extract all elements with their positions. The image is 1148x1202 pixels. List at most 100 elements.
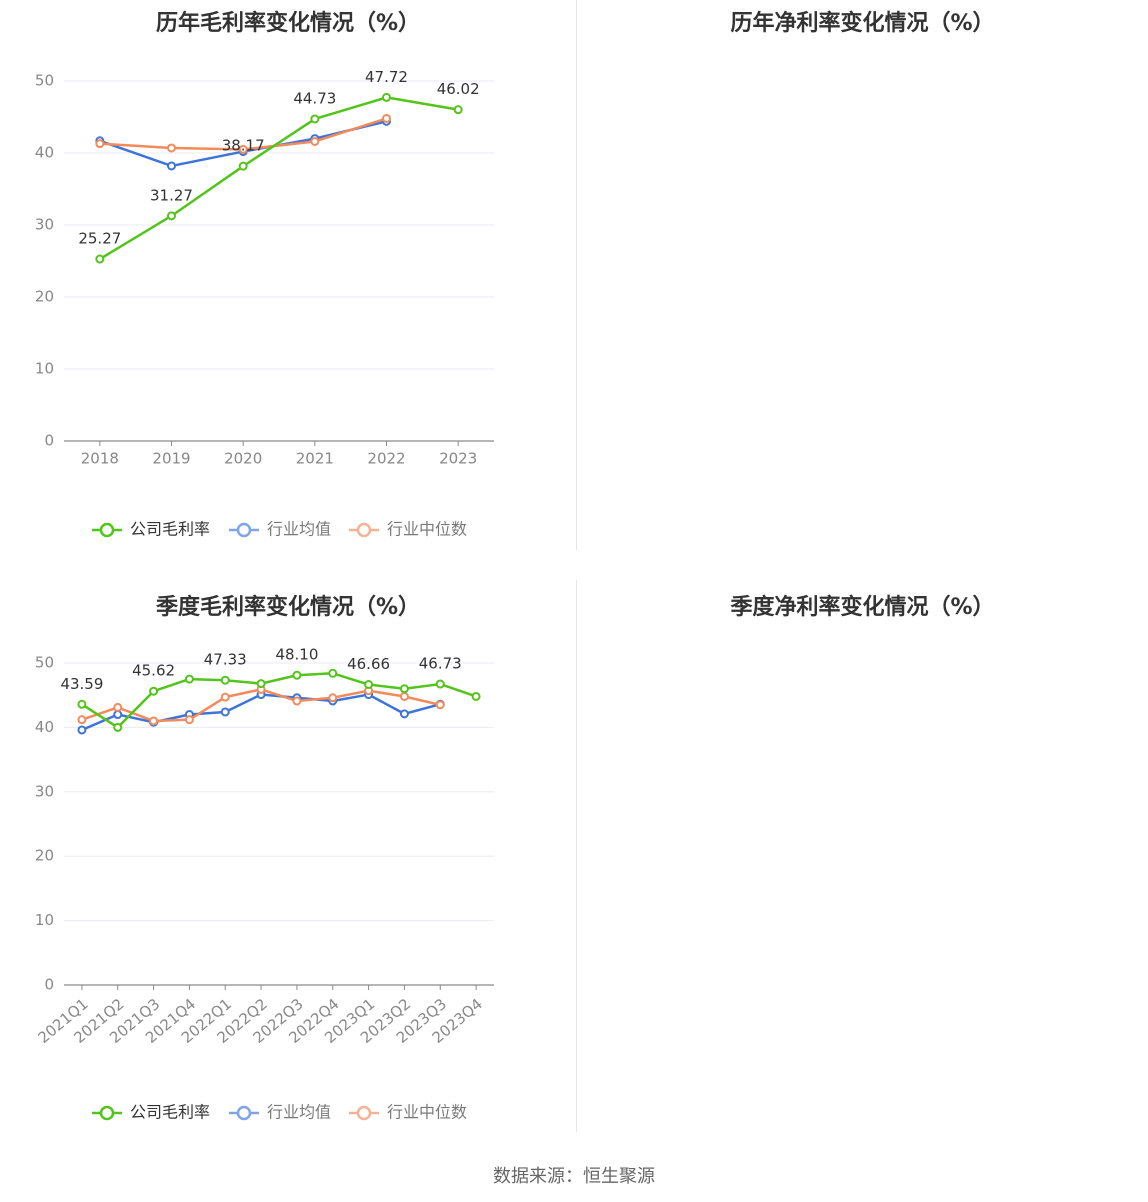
- annual-net-margin-chart: 历年净利率变化情况（%）-120-90-60-30030602018201920…: [730, 10, 994, 36]
- data-point[interactable]: [399, 684, 409, 694]
- legend-item-median[interactable]: 行业中位数: [349, 1103, 467, 1122]
- data-point[interactable]: [399, 709, 409, 719]
- data-label: 43.59: [60, 675, 103, 693]
- x-axis: 2021Q12021Q22021Q32021Q42022Q12022Q22022…: [35, 984, 494, 1047]
- y-tick-label: 30: [35, 782, 54, 800]
- legend-marker: [99, 522, 115, 538]
- x-tick-label: 2018: [81, 450, 119, 468]
- legend-item-avg[interactable]: 行业均值: [229, 520, 331, 539]
- data-point[interactable]: [435, 700, 445, 710]
- data-point[interactable]: [77, 699, 87, 709]
- data-point[interactable]: [167, 143, 176, 153]
- data-point[interactable]: [167, 161, 176, 171]
- x-tick-label: 2019: [152, 450, 190, 468]
- legend-marker: [99, 1105, 115, 1121]
- y-tick-label: 10: [35, 911, 54, 929]
- y-tick-label: 0: [44, 432, 54, 450]
- chart-title: 季度毛利率变化情况（%）: [156, 594, 420, 620]
- series-line: [81, 693, 441, 732]
- series-company: [77, 668, 481, 732]
- data-point[interactable]: [256, 679, 266, 689]
- data-point[interactable]: [310, 136, 320, 146]
- data-point[interactable]: [328, 668, 338, 678]
- data-label: 31.27: [150, 186, 193, 204]
- data-point[interactable]: [292, 696, 302, 706]
- data-point[interactable]: [77, 725, 87, 735]
- legend-label: 行业均值: [267, 1103, 331, 1122]
- data-labels: 25.27 31.27 38.17 44.73 47.72 46.02: [78, 68, 479, 248]
- legend-marker: [236, 522, 252, 538]
- data-point[interactable]: [184, 674, 194, 684]
- y-tick-label: 20: [35, 847, 54, 865]
- vertical-divider-bottom: [576, 580, 577, 1132]
- quarterly-net-margin-chart: 季度净利率变化情况（%）0102030402021Q12021Q22021Q32…: [730, 594, 994, 620]
- data-label: 46.73: [419, 655, 462, 673]
- y-tick-label: 50: [35, 654, 54, 672]
- data-point[interactable]: [77, 715, 87, 725]
- data-point[interactable]: [113, 722, 123, 732]
- data-point[interactable]: [220, 707, 230, 717]
- data-source-note: 数据来源：恒生聚源: [493, 1166, 655, 1187]
- data-point[interactable]: [382, 92, 391, 102]
- x-tick-label: 2021: [296, 450, 334, 468]
- data-labels: 43.59 45.62 47.33 48.10 46.66 46.73: [60, 646, 461, 693]
- data-point[interactable]: [95, 254, 105, 264]
- x-tick-label: 2023: [439, 450, 477, 468]
- data-label: 46.02: [437, 80, 480, 98]
- x-tick-label: 2020: [224, 450, 262, 468]
- data-point[interactable]: [399, 691, 409, 701]
- legend-label: 行业中位数: [387, 1103, 467, 1122]
- data-point[interactable]: [471, 691, 481, 701]
- data-point[interactable]: [238, 161, 248, 171]
- data-label: 38.17: [222, 137, 265, 155]
- y-axis: 0 10 20 30 40 50: [35, 72, 494, 450]
- vertical-divider-top: [576, 0, 577, 550]
- series-line: [81, 672, 477, 729]
- data-label: 47.72: [365, 68, 408, 86]
- data-label: 44.73: [293, 89, 336, 107]
- y-tick-label: 0: [44, 976, 54, 994]
- data-point[interactable]: [310, 114, 320, 124]
- data-point[interactable]: [238, 144, 248, 154]
- data-point[interactable]: [184, 715, 194, 725]
- series-company: [95, 92, 463, 264]
- chart-title: 季度净利率变化情况（%）: [730, 594, 994, 620]
- data-label: 47.33: [204, 651, 247, 669]
- legend-marker: [356, 522, 372, 538]
- data-point[interactable]: [149, 716, 159, 726]
- data-label: 25.27: [78, 230, 121, 248]
- data-point[interactable]: [435, 679, 445, 689]
- data-point[interactable]: [113, 710, 123, 720]
- legend-item-company[interactable]: 公司毛利率: [92, 520, 210, 539]
- series-line: [99, 96, 459, 261]
- y-tick-label: 30: [35, 216, 54, 234]
- data-label: 48.10: [275, 646, 318, 664]
- data-point[interactable]: [220, 692, 230, 702]
- legend: 公司毛利率 行业均值 行业中位数: [92, 1103, 467, 1122]
- x-axis: 2018 2019 2020 2021 2022 2023: [64, 440, 494, 468]
- legend-item-avg[interactable]: 行业均值: [229, 1103, 331, 1122]
- legend-label: 行业均值: [267, 520, 331, 539]
- data-point[interactable]: [292, 670, 302, 680]
- chart-title: 历年净利率变化情况（%）: [730, 10, 994, 36]
- chart-title: 历年毛利率变化情况（%）: [156, 10, 420, 36]
- legend-marker: [236, 1105, 252, 1121]
- data-label: 46.66: [347, 655, 390, 673]
- data-point[interactable]: [149, 686, 159, 696]
- data-point[interactable]: [328, 693, 338, 703]
- data-point[interactable]: [453, 105, 463, 115]
- data-point[interactable]: [167, 211, 176, 221]
- y-tick-label: 40: [35, 718, 54, 736]
- series-median: [77, 684, 445, 726]
- data-point[interactable]: [364, 680, 374, 690]
- quarterly-gross-margin-chart: 季度毛利率变化情况（%） 0 10 20 30 40 50 2021Q12021Q22021Q…: [35, 594, 494, 1122]
- data-point[interactable]: [113, 702, 123, 712]
- y-tick-label: 20: [35, 288, 54, 306]
- legend-label: 公司毛利率: [130, 520, 210, 539]
- data-point[interactable]: [382, 113, 391, 123]
- data-point[interactable]: [95, 139, 105, 149]
- legend-item-median[interactable]: 行业中位数: [349, 520, 467, 539]
- legend-item-company[interactable]: 公司毛利率: [92, 1103, 210, 1122]
- data-point[interactable]: [220, 675, 230, 685]
- series-median: [95, 113, 391, 154]
